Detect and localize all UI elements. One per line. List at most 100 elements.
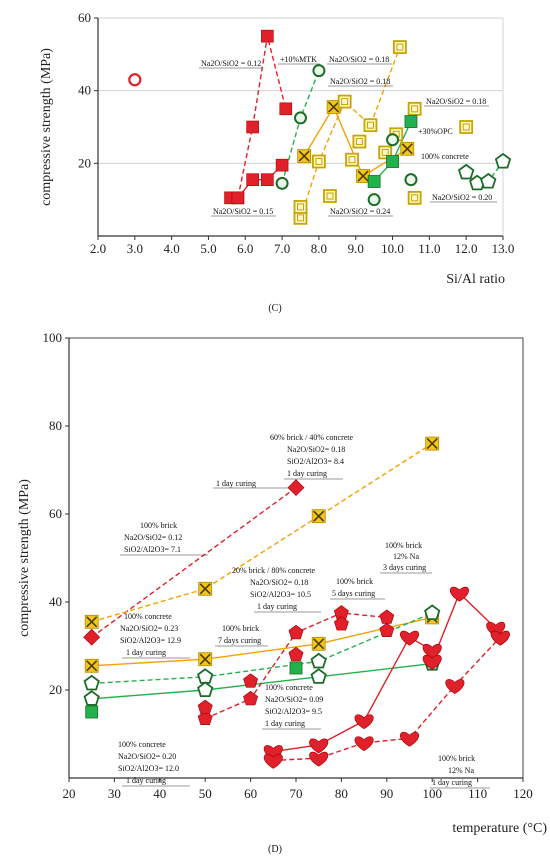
data-point-yellow-x — [298, 150, 310, 162]
data-point-red-pentagon — [197, 699, 213, 715]
data-point-yellow-x — [313, 638, 325, 650]
annotation-label: 7 days curing — [218, 636, 261, 645]
x-tick-label: 7.0 — [274, 241, 290, 256]
data-point-red-square — [275, 158, 289, 172]
y-ticks: 20 40 60 80 100 — [43, 330, 69, 697]
x-tick-label: 20 — [63, 786, 76, 801]
x-tick-label: 6.0 — [237, 241, 253, 256]
data-point-yellow-square-inner — [396, 43, 404, 51]
x-ticks: 2.0 3.0 4.0 5.0 6.0 7.0 8.0 9.0 10.0 11.0 12.0 13.0 — [90, 236, 514, 256]
chart-panel-d: 20 30 40 50 60 70 80 90 100 110 120 20 40 60 80 100 temp… — [17, 330, 547, 855]
series-line-green-dashed — [91, 612, 433, 685]
plot-area — [69, 338, 523, 778]
data-point-yellow-square-inner — [315, 158, 323, 166]
data-point-yellow-square — [363, 118, 378, 133]
data-point-yellow-square — [293, 200, 308, 214]
annotation-label: 12% Na — [393, 552, 419, 561]
data-point-red-heart — [445, 679, 465, 694]
annotation-label: Na2O/SiO2 = 0.15 — [213, 207, 273, 216]
data-point-green-pentagon — [494, 152, 512, 169]
series-line-orange-solid — [91, 616, 433, 667]
annotation-label: 1 day curing — [257, 602, 297, 611]
annotation-label: Na2O/SiO2 = 0.18 — [330, 77, 390, 86]
x-tick-label: 60 — [244, 786, 257, 801]
x-tick-label: 5.0 — [200, 241, 216, 256]
annotation-label: Na2O/SiO2 = 0.24 — [330, 207, 390, 216]
annotation-label: 1 day curing — [126, 648, 166, 657]
data-point-green-pentagon — [197, 681, 214, 697]
data-point-yellow-square-inner — [355, 138, 363, 146]
data-point-red-heart — [400, 731, 419, 747]
data-point-yellow-square — [312, 154, 326, 169]
data-point-red-heart — [309, 751, 329, 767]
plot-area — [98, 18, 503, 236]
annotation-label: Na2O/SiO2= 0.18 — [250, 578, 308, 587]
series-markers — [83, 436, 510, 769]
annotation-label: 100% concrete — [118, 740, 166, 749]
data-point-red-pentagon — [288, 646, 304, 662]
x-tick-label: 100 — [422, 786, 442, 801]
data-point-green-pentagon — [457, 163, 475, 180]
x-tick-label: 90 — [380, 786, 393, 801]
data-point-yellow-square-inner — [381, 148, 389, 156]
x-tick-label: 80 — [335, 786, 348, 801]
annotation-label: 1 day curing — [432, 778, 472, 787]
annotation-label: SiO2/Al2O3= 8.4 — [287, 457, 344, 466]
annotation-label: 1 day curing — [265, 719, 305, 728]
data-point-red-pentagon — [333, 616, 349, 631]
data-point-yellow-square — [323, 189, 337, 203]
data-point-red-pentagon — [243, 673, 259, 688]
data-point-red-heart — [309, 738, 329, 754]
annotation-label: 100% brick — [438, 754, 475, 763]
annotation-label: Na2O/SiO2= 0.20 — [118, 752, 176, 761]
data-point-red-square — [246, 173, 259, 186]
data-point-yellow-square — [407, 190, 422, 205]
x-tick-label: 120 — [513, 786, 533, 801]
data-point-red-square — [261, 29, 274, 43]
y-axis-title: compressive strength (MPa) — [39, 48, 54, 206]
data-point-green-circle — [386, 133, 400, 147]
x-tick-label: 2.0 — [90, 241, 106, 256]
data-point-yellow-square-inner — [366, 121, 374, 129]
chart-panel-c: 2.0 3.0 4.0 5.0 6.0 7.0 8.0 9.0 10.0 11.0 12.0 13.0… — [39, 10, 514, 314]
data-point-green-square — [367, 175, 381, 188]
annotation-label: SiO2/Al2O3= 10.5 — [250, 590, 311, 599]
annotation-label: +30%OPC — [418, 127, 453, 136]
data-point-yellow-square-inner — [348, 156, 356, 164]
data-point-red-heart — [354, 736, 374, 752]
series-markers — [128, 29, 512, 225]
data-point-red-pentagon — [243, 690, 259, 706]
annotation-label: 100% concrete — [265, 683, 313, 692]
data-point-red-square — [246, 120, 259, 134]
data-point-green-pentagon — [480, 172, 497, 189]
data-point-green-circle — [367, 193, 381, 207]
x-axis-title: Si/Al ratio — [446, 272, 505, 287]
data-point-green-pentagon — [83, 674, 100, 691]
data-point-green-square — [404, 115, 418, 128]
annotation-label: Na2O/SiO2= 0.09 — [265, 695, 323, 704]
annotation-label: Na2O/SiO2= 0.23 — [120, 624, 178, 633]
data-point-red-heart — [263, 753, 283, 769]
annotation-label: 60% brick / 40% concrete — [270, 433, 354, 442]
annotation-label: Na2O/SiO2 = 0.18 — [426, 97, 486, 106]
annotation-label: Na2O/SiO2 = 0.18 — [329, 55, 389, 64]
data-point-yellow-x — [401, 143, 413, 155]
data-point-red-heart — [400, 630, 419, 646]
y-ticks: 20 40 60 — [78, 10, 98, 170]
annotation-label: 100% concrete — [124, 612, 172, 621]
annotation-label: 12% Na — [448, 766, 474, 775]
y-tick-label: 20 — [78, 155, 91, 170]
annotation-label: SiO2/Al2O3= 9.5 — [265, 707, 322, 716]
data-point-yellow-square-inner — [297, 214, 304, 222]
panel-label: (C) — [268, 303, 281, 314]
series-line-red-solid — [237, 164, 283, 199]
annotation-label: 100% brick — [336, 577, 373, 586]
annotation-label: 3 days curing — [383, 563, 426, 572]
y-tick-label: 60 — [78, 10, 91, 25]
data-point-yellow-square-inner — [411, 105, 419, 113]
y-tick-label: 20 — [49, 682, 62, 697]
annotation-label: 1 day curing — [216, 479, 256, 488]
x-tick-label: 12.0 — [455, 241, 478, 256]
y-tick-label: 40 — [78, 83, 91, 98]
